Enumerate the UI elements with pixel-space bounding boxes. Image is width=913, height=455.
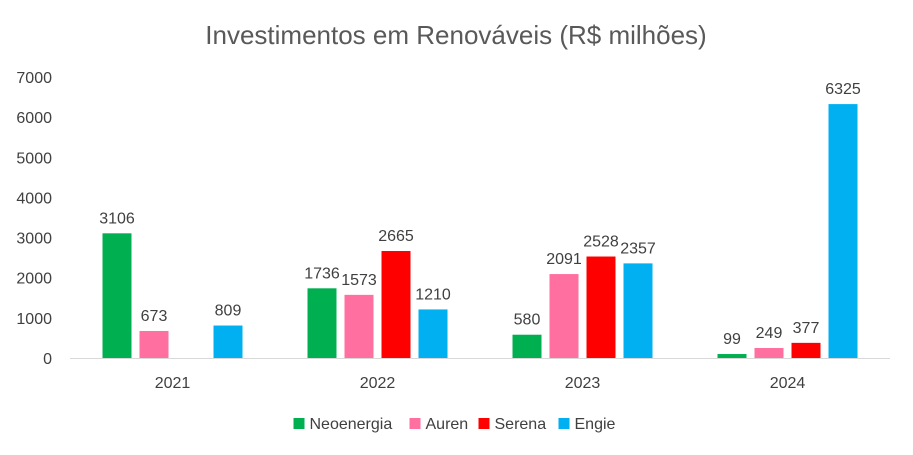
data-label: 580 [514,312,541,329]
legend-swatch-auren [409,418,421,429]
bar-neoenergia-2023 [512,334,542,358]
bar-serena-2022 [381,251,411,358]
data-label: 377 [793,320,820,337]
bar-serena-2024 [791,342,821,358]
data-label: 6325 [825,81,861,98]
x-tick-label: 2021 [155,375,191,392]
x-axis: 2021 2022 2023 2024 [155,375,806,392]
bar-auren-2024 [754,348,784,358]
bar-serena-2023 [586,256,616,358]
bar-engie-2021 [213,325,243,358]
bar-auren-2023 [549,274,579,358]
legend-swatch-engie [558,418,570,429]
bar-neoenergia-2022 [307,288,337,358]
y-tick-label: 4000 [16,190,52,207]
bar-auren-2022 [344,294,374,358]
y-tick-label: 0 [43,351,52,368]
y-tick-label: 7000 [16,70,52,87]
y-axis: 0 1000 2000 3000 4000 5000 6000 7000 [16,70,52,368]
bar-engie-2024 [828,104,858,358]
legend-label-auren: Auren [426,416,469,433]
data-label: 2528 [583,234,619,251]
x-tick-label: 2024 [770,375,806,392]
legend: Neoenergia Auren Serena Engie [293,416,616,433]
chart-title: Investimentos em Renováveis (R$ milhões) [205,20,706,50]
y-tick-label: 2000 [16,271,52,288]
x-tick-label: 2022 [360,375,396,392]
data-label: 1210 [415,286,451,303]
legend-label-serena: Serena [495,416,547,433]
data-label: 3106 [99,210,135,227]
data-label: 1736 [304,265,340,282]
bar-neoenergia-2021 [102,233,132,358]
bar-neoenergia-2024 [717,354,747,358]
data-label: 99 [723,331,741,348]
data-label: 809 [215,303,242,320]
data-label: 2357 [620,240,656,257]
bar-engie-2022 [418,309,448,358]
legend-swatch-neoenergia [293,418,305,429]
x-tick-label: 2023 [565,375,601,392]
data-label: 249 [756,325,783,342]
bars-group [102,104,858,358]
data-label: 1573 [341,272,377,289]
legend-swatch-serena [478,418,490,429]
y-tick-label: 3000 [16,231,52,248]
legend-label-neoenergia: Neoenergia [310,416,393,433]
y-tick-label: 6000 [16,110,52,127]
bar-engie-2023 [623,263,653,358]
y-tick-label: 1000 [16,311,52,328]
data-label: 2091 [546,251,582,268]
bar-auren-2021 [139,330,169,358]
data-label: 673 [141,308,168,325]
y-tick-label: 5000 [16,150,52,167]
legend-label-engie: Engie [575,416,616,433]
data-label: 2665 [378,228,414,245]
